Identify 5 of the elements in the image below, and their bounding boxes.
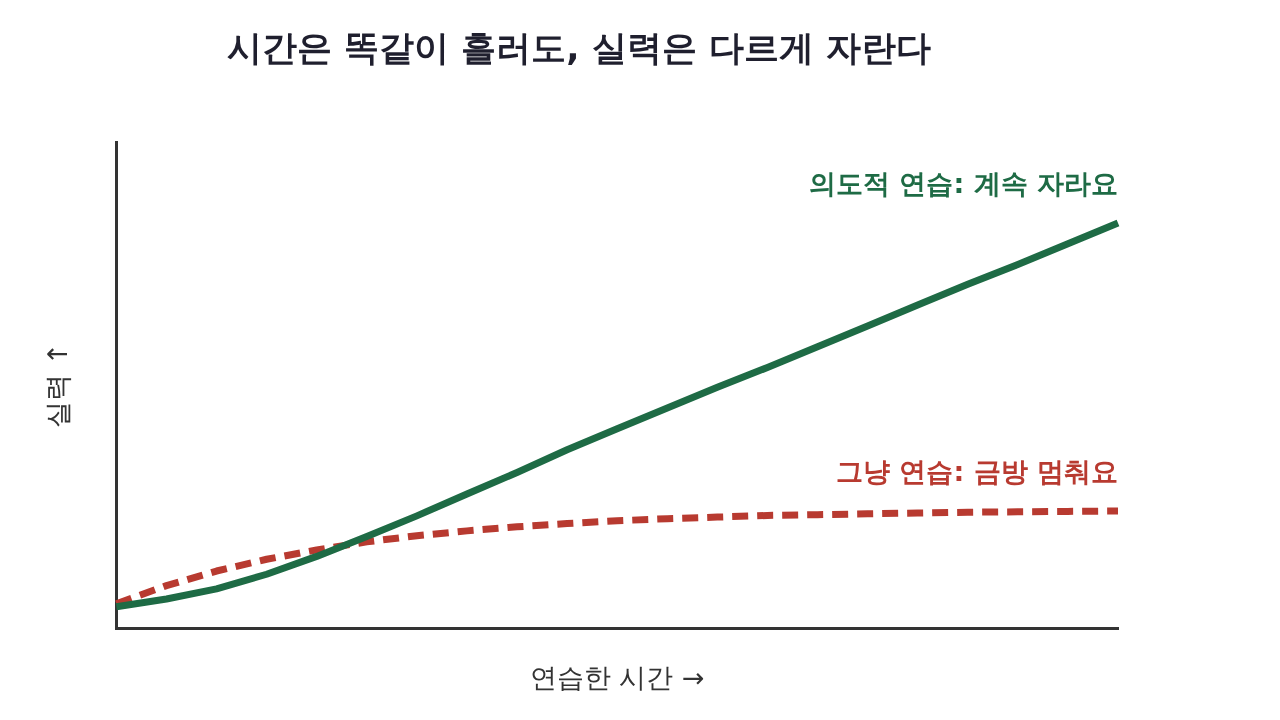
chart-title: 시간은 똑같이 흘러도, 실력은 다르게 자란다 [226,28,932,69]
x-axis-title: 연습한 시간 → [529,661,705,693]
y-axis-title: 실력 ↑ [42,342,74,428]
series-label: 그냥 연습: 금방 멈춰요 [836,456,1118,488]
series-label: 의도적 연습: 계속 자라요 [809,168,1118,200]
